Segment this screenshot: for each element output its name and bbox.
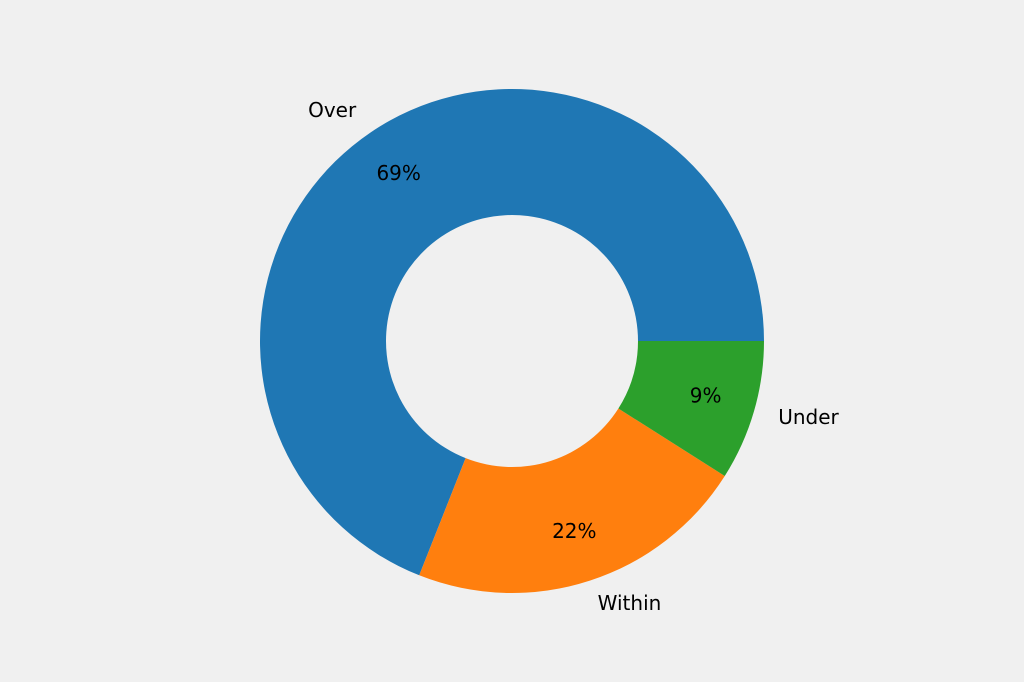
donut-slice <box>618 341 764 477</box>
slice-label: Under <box>778 405 839 429</box>
donut-slice <box>419 408 725 593</box>
donut-slice <box>260 88 764 576</box>
percent-label: 22% <box>552 519 596 543</box>
percent-label: 9% <box>690 384 722 408</box>
slice-label: Over <box>308 98 357 122</box>
slice-label: Within <box>598 591 662 615</box>
percent-label: 69% <box>376 161 420 185</box>
